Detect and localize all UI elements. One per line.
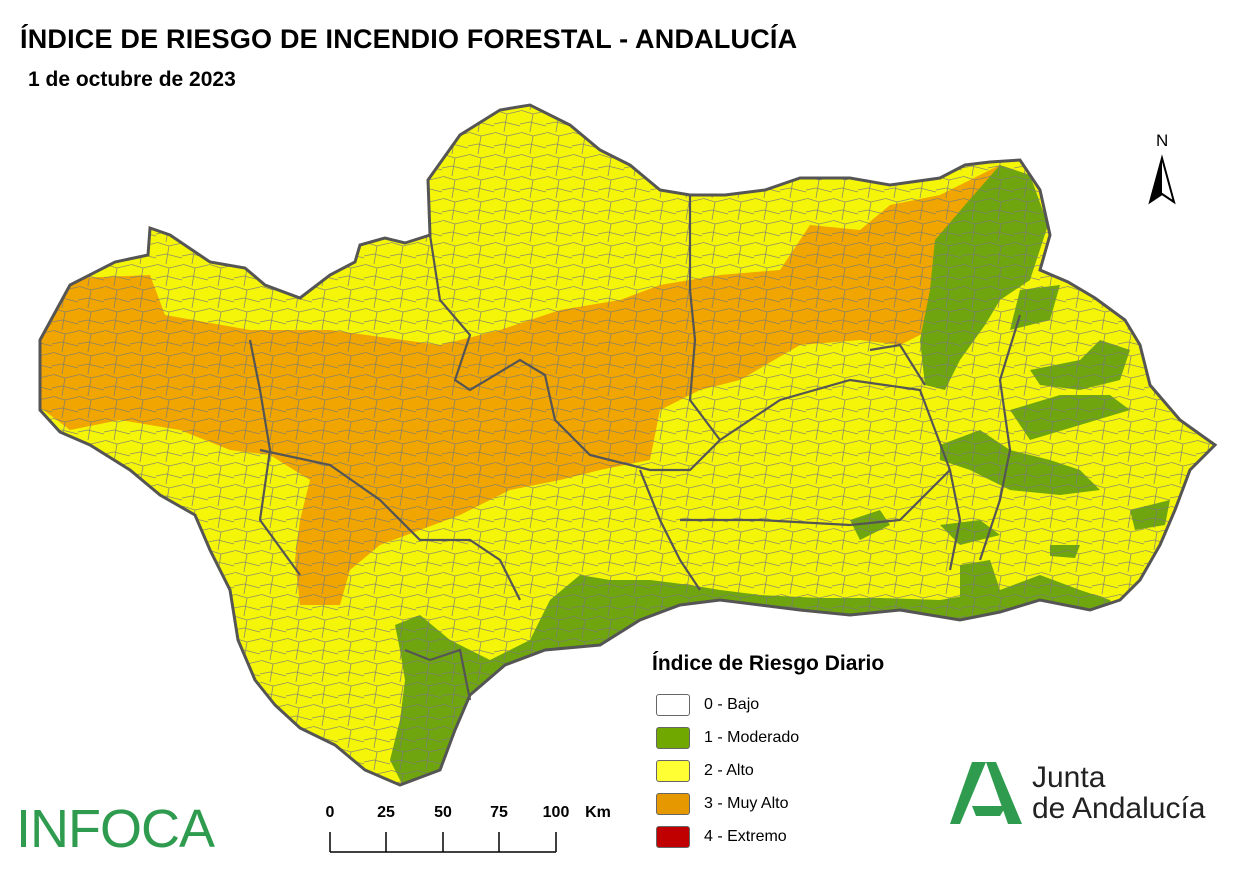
map-date: 1 de octubre de 2023	[28, 68, 236, 91]
legend-item-bajo: 0 - Bajo	[652, 688, 884, 721]
junta-andalucia-logo-text: Junta de Andalucía	[1032, 762, 1205, 824]
legend-swatch-bajo	[656, 693, 690, 716]
scale-tick-label: 100	[542, 804, 570, 821]
legend-swatch-alto	[656, 759, 690, 782]
risk-areas	[40, 105, 1215, 785]
municipal-boundaries	[40, 105, 1215, 785]
scale-tick-label: 25	[377, 804, 395, 821]
legend-swatch-muy-alto	[656, 792, 690, 815]
legend-swatch-moderado	[656, 726, 690, 749]
legend-item-muy-alto: 3 - Muy Alto	[652, 787, 884, 820]
scale-tick-label: 75	[490, 804, 508, 821]
province-boundaries	[248, 195, 1022, 701]
legend-label: 4 - Extremo	[704, 827, 787, 845]
scale-unit-label: Km	[585, 804, 611, 821]
legend-label: 2 - Alto	[704, 761, 754, 779]
scale-bar-ruler	[329, 832, 557, 853]
legend-label: 3 - Muy Alto	[704, 794, 789, 812]
legend-label: 0 - Bajo	[704, 695, 760, 713]
legend-item-moderado: 1 - Moderado	[652, 721, 884, 754]
legend-swatch-extremo	[656, 825, 690, 848]
map-title: ÍNDICE DE RIESGO DE INCENDIO FORESTAL - …	[20, 24, 798, 54]
legend-item-alto: 2 - Alto	[652, 754, 884, 787]
scale-tick-label: 50	[434, 804, 452, 821]
legend-label: 1 - Moderado	[704, 728, 800, 746]
legend-title: Índice de Riesgo Diario	[652, 652, 885, 675]
legend-item-extremo: 4 - Extremo	[652, 820, 884, 853]
infoca-logo: INFOCA	[16, 799, 215, 859]
scale-tick-label: 0	[325, 804, 335, 821]
north-arrow-icon	[1148, 154, 1176, 205]
junta-andalucia-logo-icon	[950, 762, 1022, 824]
junta-line2: de Andalucía	[1032, 792, 1206, 825]
legend: Índice de Riesgo Diario 0 - Bajo 1 - Mod…	[652, 652, 884, 853]
junta-line1: Junta	[1032, 761, 1106, 794]
north-label: N	[1156, 131, 1169, 150]
